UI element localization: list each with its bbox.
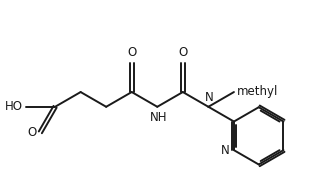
Text: O: O — [178, 46, 187, 59]
Text: O: O — [27, 126, 36, 139]
Text: NH: NH — [150, 111, 167, 124]
Text: O: O — [127, 46, 136, 59]
Text: N: N — [205, 91, 214, 104]
Text: methyl: methyl — [237, 84, 278, 98]
Text: HO: HO — [4, 100, 23, 113]
Text: N: N — [221, 144, 230, 157]
